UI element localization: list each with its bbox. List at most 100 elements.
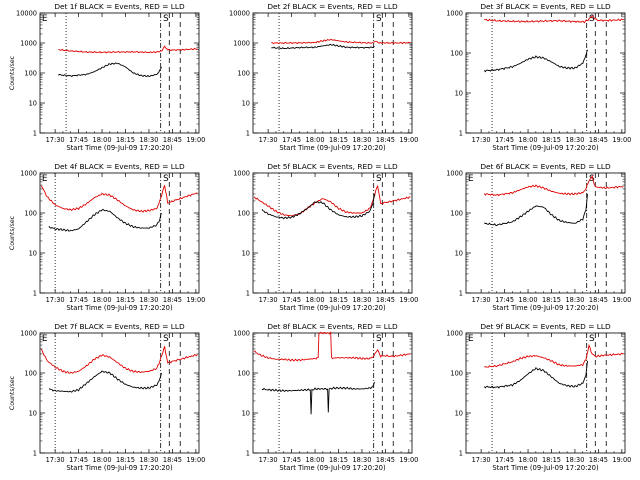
y-tick-label: 10 (455, 89, 463, 97)
lld-series-line (253, 184, 411, 217)
marker-letter: S (376, 334, 382, 344)
x-tick-label: 18:45 (589, 136, 608, 144)
y-tick-label: 10 (242, 99, 250, 107)
x-tick-label: 18:45 (163, 456, 182, 464)
x-axis-label: Start Time (09-Jul-09 17:20:20) (492, 464, 599, 472)
plot-frame (252, 172, 413, 294)
y-tick-label: 10 (29, 249, 37, 257)
x-tick-label: 18:30 (565, 456, 584, 464)
detector-panel: Det 2f BLACK = Events, RED = LLD 1 10 100 10… (229, 2, 418, 152)
x-tick-label: 18:30 (352, 456, 371, 464)
y-tick-label: 100 (24, 69, 37, 77)
x-tick-label: 17:45 (69, 136, 88, 144)
x-tick-label: 18:00 (306, 296, 325, 304)
plot-frame (39, 332, 200, 454)
y-tick-label: 1000 (446, 169, 463, 177)
y-tick-label: 10 (242, 249, 250, 257)
x-tick-label: 18:45 (376, 296, 395, 304)
x-tick-label: 18:00 (306, 456, 325, 464)
panel-title: Det 8f BLACK = Events, RED = LLD (267, 322, 398, 331)
events-series-line (48, 208, 162, 232)
x-tick-label: 17:30 (259, 456, 278, 464)
x-tick-label: 17:30 (46, 296, 65, 304)
x-tick-label: 18:15 (116, 456, 135, 464)
x-tick-label: 19:00 (399, 456, 418, 464)
plot-frame (252, 12, 413, 134)
x-tick-label: 18:30 (139, 136, 158, 144)
y-tick-label: 100 (24, 209, 37, 217)
events-series-line (48, 370, 162, 393)
x-tick-label: 18:00 (306, 136, 325, 144)
y-tick-label: 1 (33, 129, 37, 137)
x-tick-label: 17:45 (282, 456, 301, 464)
y-axis-label: Counts/sec (9, 375, 16, 410)
detector-panel: Det 1f BLACK = Events, RED = LLD 1 10 100 10… (9, 2, 205, 152)
y-tick-label: 1 (246, 289, 250, 297)
x-tick-label: 17:30 (259, 136, 278, 144)
marker-letter: S (376, 174, 382, 184)
x-tick-label: 18:15 (116, 296, 135, 304)
y-tick-label: 1000 (20, 329, 37, 337)
x-tick-label: 18:30 (352, 296, 371, 304)
y-tick-label: 10000 (16, 9, 37, 17)
x-axis-label: Start Time (09-Jul-09 17:20:20) (492, 144, 599, 152)
detector-panel: Det 7f BLACK = Events, RED = LLD 1 10 100 10… (9, 322, 205, 472)
detector-panel: Det 9f BLACK = Events, RED = LLD 1 10 100 10… (446, 322, 631, 472)
y-tick-label: 1000 (20, 39, 37, 47)
y-tick-label: 1 (459, 129, 463, 137)
detector-panel: Det 6f BLACK = Events, RED = LLD 1 10 100 10… (446, 162, 631, 312)
plot-frame (39, 172, 200, 294)
panel-title: Det 6f BLACK = Events, RED = LLD (480, 162, 611, 171)
marker-letter: E (42, 174, 48, 184)
events-series-line (261, 381, 375, 415)
x-tick-label: 17:45 (69, 456, 88, 464)
y-tick-label: 1 (33, 289, 37, 297)
plot-frame (252, 332, 413, 454)
panel-title: Det 2f BLACK = Events, RED = LLD (267, 2, 398, 11)
y-tick-label: 1 (459, 449, 463, 457)
panel-title: Det 4f BLACK = Events, RED = LLD (54, 162, 185, 171)
x-tick-label: 18:45 (589, 456, 608, 464)
y-tick-label: 10 (242, 409, 250, 417)
x-tick-label: 19:00 (186, 456, 205, 464)
panel-title: Det 7f BLACK = Events, RED = LLD (54, 322, 185, 331)
y-tick-label: 1000 (233, 329, 250, 337)
x-tick-label: 18:45 (376, 136, 395, 144)
events-series-line (271, 43, 375, 50)
x-tick-label: 18:15 (542, 296, 561, 304)
x-tick-label: 17:45 (282, 296, 301, 304)
x-tick-label: 18:15 (329, 136, 348, 144)
plot-frame (465, 332, 626, 454)
x-tick-label: 19:00 (186, 136, 205, 144)
lld-series-line (484, 343, 624, 368)
marker-letter: S (163, 174, 169, 184)
x-tick-label: 17:45 (495, 136, 514, 144)
x-tick-label: 17:30 (472, 456, 491, 464)
x-tick-label: 19:00 (399, 296, 418, 304)
lld-series-line (253, 331, 411, 362)
x-tick-label: 18:30 (139, 296, 158, 304)
x-tick-label: 17:30 (259, 296, 278, 304)
x-tick-label: 18:00 (519, 296, 538, 304)
x-tick-label: 18:45 (589, 296, 608, 304)
y-tick-label: 10 (29, 409, 37, 417)
x-axis-label: Start Time (09-Jul-09 17:20:20) (66, 304, 173, 312)
y-tick-label: 100 (237, 369, 250, 377)
x-tick-label: 19:00 (399, 136, 418, 144)
x-tick-label: 17:30 (46, 136, 65, 144)
events-series-line (484, 193, 588, 227)
x-tick-label: 17:30 (46, 456, 65, 464)
detector-panel: Det 8f BLACK = Events, RED = LLD 1 10 100 10… (233, 322, 418, 472)
y-tick-label: 100 (450, 49, 463, 57)
marker-letter: E (468, 334, 474, 344)
x-axis-label: Start Time (09-Jul-09 17:20:20) (66, 144, 173, 152)
lld-series-line (58, 45, 198, 54)
marker-letter: E (42, 14, 48, 24)
marker-letter: S (589, 174, 595, 184)
events-series-line (57, 62, 162, 78)
y-tick-label: 1000 (446, 9, 463, 17)
x-tick-label: 17:45 (495, 456, 514, 464)
x-axis-label: Start Time (09-Jul-09 17:20:20) (279, 464, 386, 472)
x-tick-label: 18:00 (519, 136, 538, 144)
marker-letter: E (468, 174, 474, 184)
